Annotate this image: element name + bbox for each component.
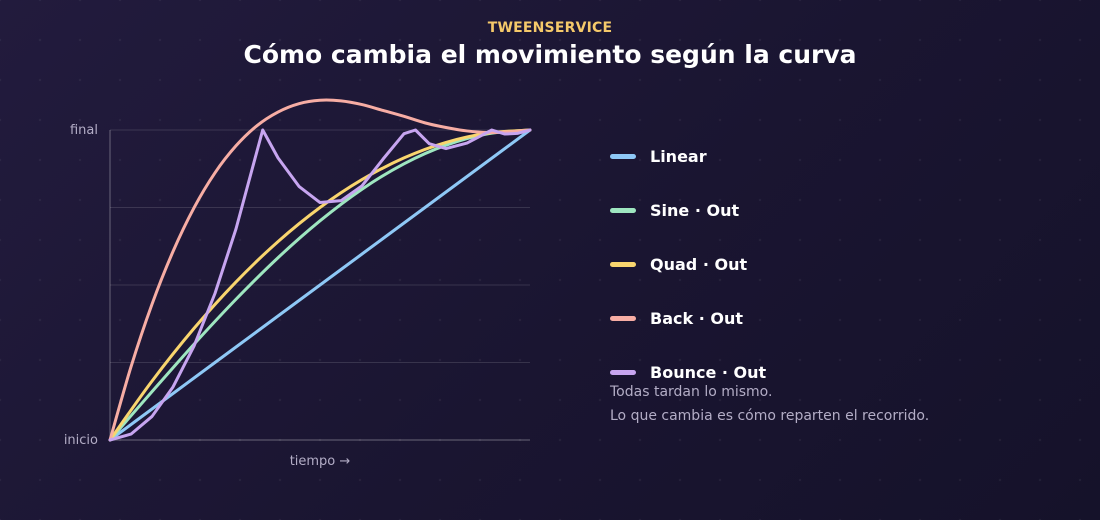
chart-kicker: TWEENSERVICE: [487, 20, 613, 36]
legend-item-linear: Linear: [610, 144, 707, 168]
series-line-back-out: [108, 98, 532, 442]
series-line-bounce-out: [108, 128, 532, 442]
legend-swatch: [610, 207, 636, 213]
legend-label: Quad · Out: [650, 254, 748, 274]
series-line-quad-out: [108, 128, 532, 442]
y-tick-label-final: final: [70, 123, 98, 138]
y-tick-label-inicio: inicio: [64, 433, 98, 448]
chart-title: Cómo cambia el movimiento según la curva: [243, 40, 857, 69]
x-axis-label: tiempo →: [290, 454, 351, 469]
legend-label: Linear: [650, 146, 707, 166]
legend-label: Back · Out: [650, 308, 743, 328]
note-same-duration: Todas tardan lo mismo.: [610, 384, 773, 400]
legend-item-quad-out: Quad · Out: [610, 252, 747, 276]
series-line-linear: [108, 128, 532, 442]
legend-swatch: [610, 261, 636, 267]
legend-item-sine-out: Sine · Out: [610, 198, 739, 222]
legend-label: Sine · Out: [650, 200, 740, 220]
legend-label: Bounce · Out: [650, 362, 767, 382]
legend-item-back-out: Back · Out: [610, 306, 743, 330]
legend-item-bounce-out: Bounce · Out: [610, 360, 766, 384]
series-line-sine-out: [108, 128, 532, 442]
legend-swatch: [610, 315, 636, 321]
note-distribution: Lo que cambia es cómo reparten el recorr…: [610, 408, 930, 424]
legend-swatch: [610, 369, 636, 375]
legend-swatch: [610, 153, 636, 159]
